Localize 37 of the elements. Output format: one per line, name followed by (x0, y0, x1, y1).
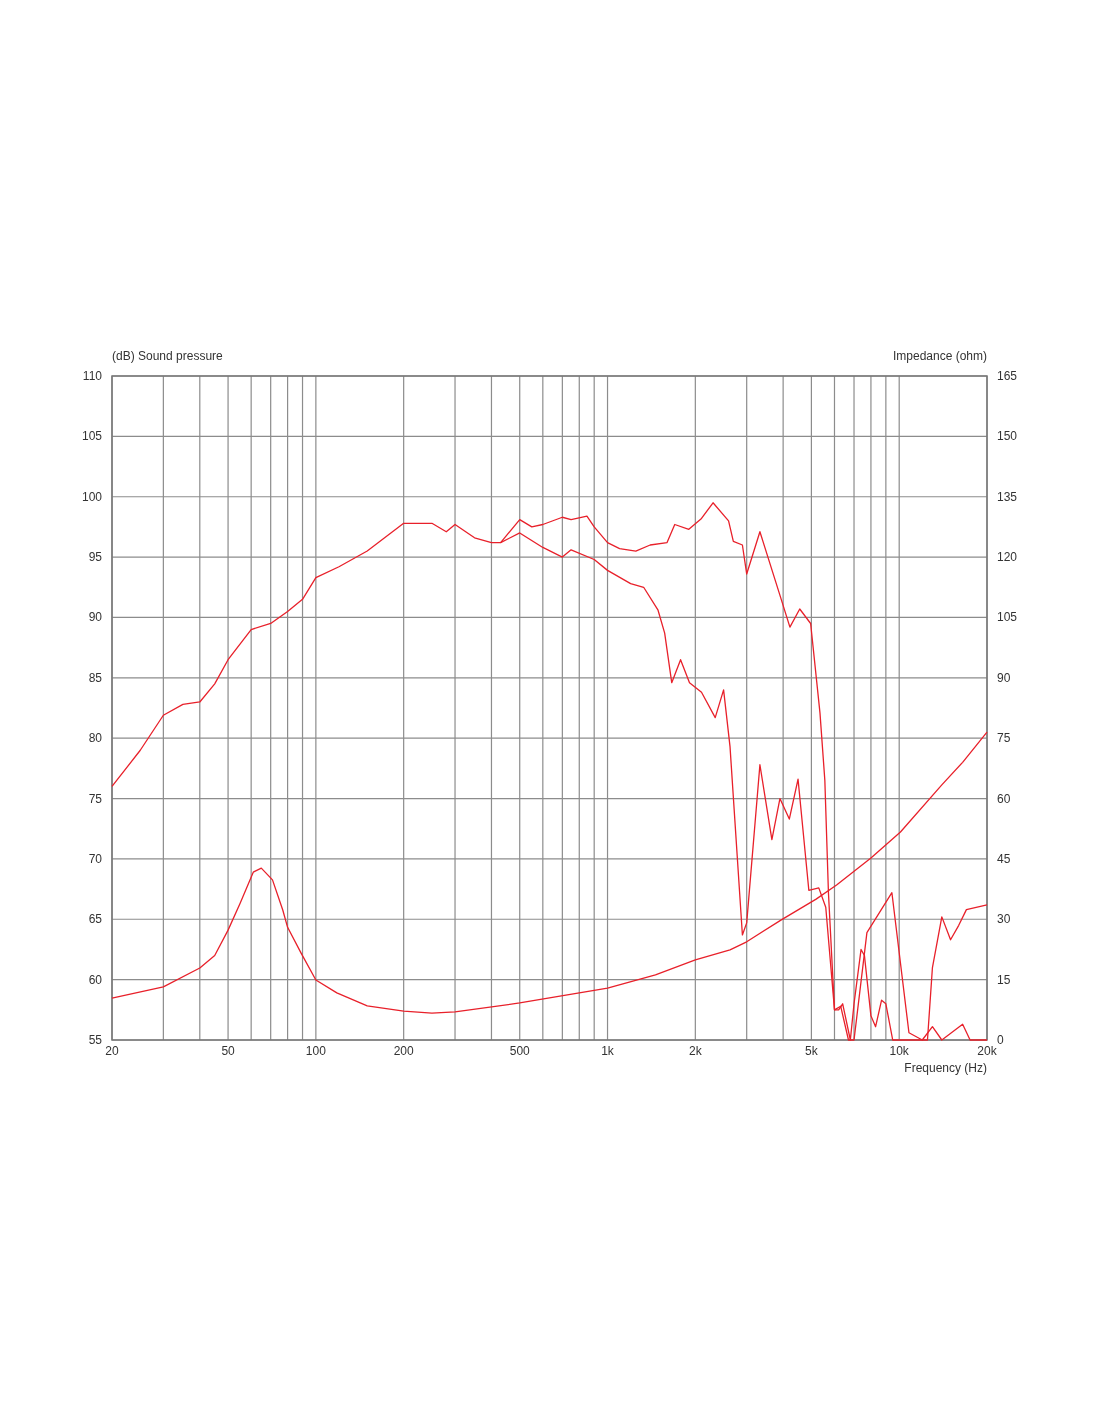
y-axis-title: (dB) Sound pressure (112, 349, 224, 363)
x-tick-label: 20k (977, 1044, 998, 1058)
x-tick-label: 50 (221, 1044, 236, 1058)
x-tick-label: 1k (601, 1044, 615, 1058)
y-tick-label: 75 (88, 791, 103, 806)
y2-tick-label: 135 (997, 489, 1018, 504)
x-axis-title: Frequency (Hz) (904, 1061, 987, 1075)
y-tick-label: 110 (82, 369, 103, 383)
y-tick-label: 65 (88, 912, 103, 927)
x-tick-label: 200 (393, 1044, 414, 1058)
y-tick-label: 100 (81, 489, 103, 504)
x-tick-label: 2k (688, 1044, 703, 1058)
x-tick-label: 500 (509, 1044, 531, 1058)
y2-tick-label: 105 (997, 610, 1018, 625)
y2-tick-label: 120 (997, 550, 1018, 565)
y2-tick-label: 75 (997, 731, 1011, 746)
y-tick-label: 105 (81, 429, 103, 444)
y2-tick-label: 150 (997, 429, 1018, 444)
y-tick-label: 95 (88, 550, 103, 565)
x-tick-label: 5k (805, 1044, 819, 1058)
y2-tick-label: 30 (997, 912, 1011, 927)
y2-tick-label: 15 (997, 972, 1011, 987)
y-tick-label: 55 (88, 1033, 103, 1047)
y2-tick-label: 45 (997, 851, 1011, 866)
y-tick-label: 85 (88, 670, 103, 685)
y2-tick-label: 165 (997, 369, 1018, 383)
y-tick-label: 90 (88, 610, 103, 625)
y-tick-label: 70 (88, 851, 103, 866)
y2-axis-title: Impedance (ohm) (892, 349, 987, 363)
y-tick-label: 80 (88, 731, 103, 746)
y2-tick-label: 90 (997, 670, 1011, 685)
y-tick-label: 60 (88, 972, 103, 987)
x-tick-label: 20 (105, 1044, 119, 1058)
y2-tick-label: 0 (997, 1033, 1004, 1047)
x-tick-label: 10k (889, 1044, 910, 1058)
x-tick-label: 100 (305, 1044, 327, 1058)
y2-tick-label: 60 (997, 791, 1011, 806)
